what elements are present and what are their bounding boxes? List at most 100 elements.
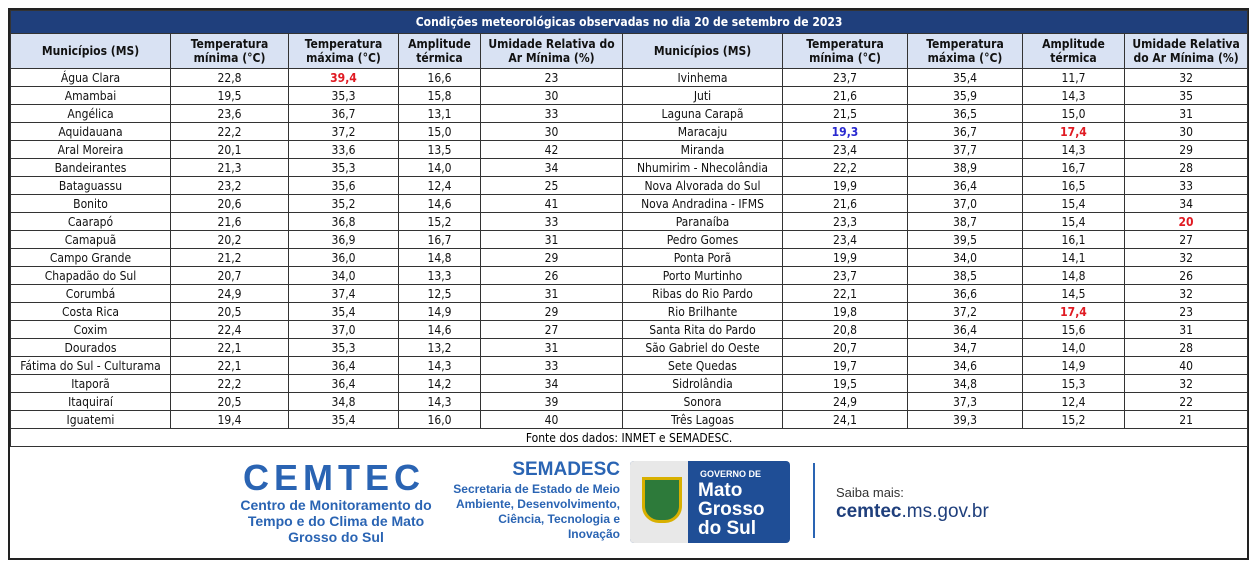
site-bold: cemtec <box>836 501 902 522</box>
cell-temp-min: 20,7 <box>170 266 289 285</box>
cell-temp-max: 35,3 <box>288 86 399 105</box>
cell-amplitude: 16,0 <box>398 410 481 429</box>
cell-municipio: Sidrolândia <box>622 374 783 393</box>
cell-temp-min: 21,5 <box>782 104 908 123</box>
cell-temp-max: 39,4 <box>288 68 399 87</box>
cell-umidade: 31 <box>480 284 623 303</box>
cemtec-name: Centro de Monitoramento do Tempo e do Cl… <box>240 497 432 545</box>
cell-amplitude: 14,3 <box>1022 140 1125 159</box>
coat-of-arms-icon <box>630 461 688 543</box>
cell-temp-max: 36,9 <box>288 230 399 249</box>
cell-umidade: 27 <box>1123 230 1249 249</box>
cell-temp-min: 20,8 <box>782 320 908 339</box>
cell-amplitude: 14,6 <box>398 320 481 339</box>
cell-amplitude: 14,0 <box>398 158 481 177</box>
cell-umidade: 20 <box>1123 212 1249 231</box>
semadesc-name: Secretaria de Estado de Meio Ambiente, D… <box>453 482 620 541</box>
cell-umidade: 34 <box>480 374 623 393</box>
cell-umidade: 22 <box>1123 392 1249 411</box>
cell-temp-max: 36,4 <box>907 176 1023 195</box>
table-row: Aquidauana 22,2 37,2 15,0 30 Maracaju 19,3 36,7… <box>10 122 1249 141</box>
cell-temp-max: 36,8 <box>288 212 399 231</box>
column-header: Temperatura máxima (°C) <box>907 33 1023 69</box>
cell-temp-max: 35,6 <box>288 176 399 195</box>
cell-temp-max: 33,6 <box>288 140 399 159</box>
cell-amplitude: 14,8 <box>398 248 481 267</box>
cell-temp-min: 20,6 <box>170 194 289 213</box>
cell-temp-max: 35,4 <box>907 68 1023 87</box>
cell-municipio: Camapuã <box>10 230 171 249</box>
cell-municipio: Aral Moreira <box>10 140 171 159</box>
cell-temp-max: 35,4 <box>288 302 399 321</box>
cell-umidade: 29 <box>480 248 623 267</box>
cell-amplitude: 15,0 <box>398 122 481 141</box>
table-row: Bonito 20,6 35,2 14,6 41 Nova Andradina - IFM… <box>10 194 1249 213</box>
cell-umidade: 40 <box>480 410 623 429</box>
cell-amplitude: 14,9 <box>1022 356 1125 375</box>
cell-temp-min: 22,2 <box>782 158 908 177</box>
cell-umidade: 28 <box>1123 338 1249 357</box>
cell-amplitude: 14,2 <box>398 374 481 393</box>
cell-municipio: Costa Rica <box>10 302 171 321</box>
website-link[interactable]: cemtec.ms.gov.br <box>836 501 989 523</box>
cell-temp-max: 39,5 <box>907 230 1023 249</box>
cell-umidade: 40 <box>1123 356 1249 375</box>
cell-temp-max: 35,4 <box>288 410 399 429</box>
cell-temp-min: 23,6 <box>170 104 289 123</box>
cell-amplitude: 15,4 <box>1022 212 1125 231</box>
cell-municipio: Itaporã <box>10 374 171 393</box>
cell-municipio: Água Clara <box>10 68 171 87</box>
table-row: Água Clara 22,8 39,4 16,6 23 Ivinhema 23,7 35,4… <box>10 68 1249 87</box>
cell-amplitude: 14,3 <box>398 392 481 411</box>
cell-temp-min: 20,2 <box>170 230 289 249</box>
cell-umidade: 34 <box>480 158 623 177</box>
cell-amplitude: 12,5 <box>398 284 481 303</box>
cell-umidade: 31 <box>1123 320 1249 339</box>
cell-umidade: 33 <box>480 104 623 123</box>
cell-temp-max: 36,6 <box>907 284 1023 303</box>
cell-temp-min: 20,7 <box>782 338 908 357</box>
semadesc-logo: SEMADESC <box>512 459 620 480</box>
cell-municipio: Campo Grande <box>10 248 171 267</box>
cell-amplitude: 14,0 <box>1022 338 1125 357</box>
cell-temp-min: 19,8 <box>782 302 908 321</box>
cell-amplitude: 14,5 <box>1022 284 1125 303</box>
cell-temp-min: 24,1 <box>782 410 908 429</box>
cell-umidade: 31 <box>480 230 623 249</box>
cell-amplitude: 14,1 <box>1022 248 1125 267</box>
cell-temp-max: 36,5 <box>907 104 1023 123</box>
table-row: Aral Moreira 20,1 33,6 13,5 42 Miranda 23,4 37,… <box>10 140 1249 159</box>
table-row: Itaporã 22,2 36,4 14,2 34 Sidrolândia 19,5 34,8… <box>10 374 1249 393</box>
cell-temp-min: 23,4 <box>782 230 908 249</box>
cell-temp-min: 24,9 <box>170 284 289 303</box>
weather-table: Condições meteorológicas observadas no d… <box>9 10 1249 447</box>
cell-umidade: 27 <box>480 320 623 339</box>
cell-municipio: Chapadão do Sul <box>10 266 171 285</box>
cell-temp-min: 22,8 <box>170 68 289 87</box>
cell-temp-min: 22,2 <box>170 122 289 141</box>
cell-temp-max: 39,3 <box>907 410 1023 429</box>
cell-municipio: Nova Andradina - IFMS <box>622 194 783 213</box>
cemtec-logo: CEMTEC <box>243 457 425 498</box>
table-row: Bandeirantes 21,3 35,3 14,0 34 Nhumirim - Nhe… <box>10 158 1249 177</box>
cell-temp-max: 35,9 <box>907 86 1023 105</box>
cell-amplitude: 14,3 <box>398 356 481 375</box>
cell-temp-min: 23,3 <box>782 212 908 231</box>
cell-temp-min: 21,6 <box>782 194 908 213</box>
cell-temp-max: 36,4 <box>288 356 399 375</box>
cell-temp-max: 36,7 <box>907 122 1023 141</box>
cell-temp-max: 34,0 <box>288 266 399 285</box>
cell-temp-max: 35,3 <box>288 158 399 177</box>
cell-temp-min: 19,7 <box>782 356 908 375</box>
cell-temp-min: 23,7 <box>782 68 908 87</box>
table-row: Costa Rica 20,5 35,4 14,9 29 Rio Brilhante 19,… <box>10 302 1249 321</box>
cell-umidade: 29 <box>480 302 623 321</box>
cell-umidade: 23 <box>1123 302 1249 321</box>
cell-amplitude: 14,3 <box>1022 86 1125 105</box>
cell-amplitude: 17,4 <box>1022 122 1125 141</box>
gov-label: GOVERNO DE <box>700 469 762 479</box>
logo-footer: CEMTEC Centro de Monitoramento do Tempo … <box>10 451 1247 558</box>
cell-municipio: Sonora <box>622 392 783 411</box>
cell-municipio: Paranaíba <box>622 212 783 231</box>
cell-temp-max: 36,4 <box>288 374 399 393</box>
